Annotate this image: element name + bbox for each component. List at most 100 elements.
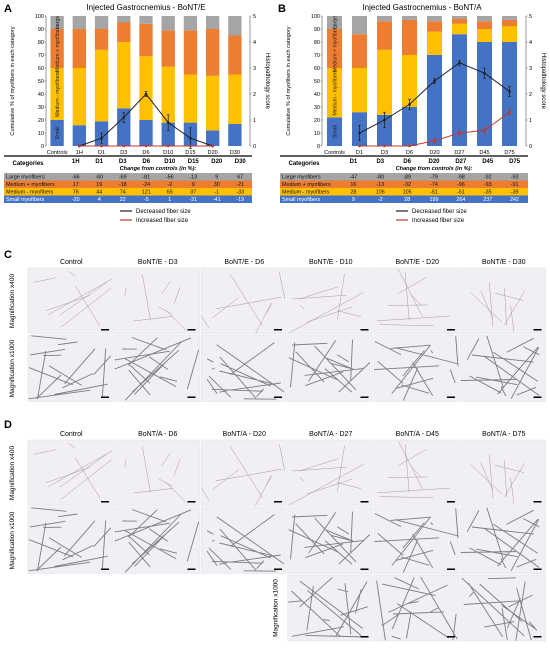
micrograph-column-title: BoNT/E - D20 (395, 259, 439, 266)
table-row-bg (280, 188, 528, 196)
scale-bar (274, 329, 282, 331)
bar-segment (117, 42, 131, 109)
y2-tick-label: 0 (253, 144, 256, 150)
x-tick-label: 1H (76, 150, 83, 156)
y-tick-label: 30 (314, 105, 320, 111)
table-cell: -51 (457, 190, 465, 196)
panel-label-d: D (4, 419, 12, 431)
fiber-outline (377, 268, 451, 327)
fiber-outline (33, 443, 113, 500)
bar-segment (327, 117, 342, 146)
data-point (358, 131, 361, 135)
table-cell: -20 (72, 197, 80, 203)
y-tick-label: 50 (38, 79, 44, 85)
scale-bar (360, 568, 369, 570)
x-tick-label: D30 (230, 150, 240, 156)
table-cell: 9 (352, 197, 355, 203)
micrograph-panel-c: Control BoNT/E - D3 BoNT/E - D6 BoNT/E - D1… (9, 259, 546, 402)
table-row-label: Large myofibers (282, 175, 321, 181)
y2-tick-label: 5 (253, 14, 256, 20)
bar-segment (427, 55, 442, 146)
scale-bar (360, 501, 369, 503)
scale-bar (447, 329, 455, 331)
y-axis-label: Cumulative % of myofibers in each catego… (286, 26, 292, 135)
bar-segment (502, 26, 517, 42)
table-cell: -41 (213, 197, 221, 203)
fiber-outline (376, 576, 458, 641)
scale-bar (447, 636, 455, 638)
table-cell: -19 (236, 197, 244, 203)
table-caption: Change from controls (in %): (120, 166, 197, 172)
table-column-header: D6 (403, 159, 411, 165)
table-column-header: D27 (455, 159, 467, 165)
data-point (358, 144, 361, 148)
bar-segment (94, 29, 109, 50)
x-tick-label: D15 (185, 150, 195, 156)
y2-tick-label: 0 (529, 144, 532, 150)
table-cell: -2 (167, 182, 172, 188)
y-tick-label: 70 (314, 53, 320, 59)
data-point (483, 129, 486, 132)
bar-category-label: Small (55, 127, 61, 140)
micrograph-column-title: Control (60, 431, 83, 438)
bar-segment (402, 16, 417, 20)
y-tick-label: 10 (314, 131, 320, 137)
micrograph-image (460, 335, 546, 402)
x-tick-label: D75 (504, 150, 514, 156)
table-column-header: D75 (509, 159, 521, 165)
bar-category-label: Medium + myofibers (333, 25, 339, 72)
scale-bar (187, 568, 196, 570)
bar-segment (452, 34, 467, 147)
data-point (433, 79, 436, 83)
micrograph-panel-d: Control BoNT/A - D6 BoNT/A - D20 BoNT/A - D… (9, 431, 546, 642)
scale-bar (360, 396, 369, 398)
y-tick-label: 90 (38, 27, 44, 33)
table-cell: -96 (457, 182, 465, 188)
bar-segment (139, 120, 153, 146)
fiber-outline (124, 446, 187, 503)
micrograph-image (287, 439, 373, 507)
micrograph-image (287, 574, 373, 642)
micrograph-image (460, 574, 546, 642)
bar-segment (377, 49, 392, 115)
bar-segment (117, 22, 131, 42)
table-cell: -56 (166, 175, 174, 181)
x-tick-label: D27 (454, 150, 464, 156)
fiber-outline (201, 271, 285, 334)
data-point (408, 144, 411, 148)
micrograph-image (114, 439, 200, 507)
y-axis-label: Cumulative % of myofibers in each catego… (10, 26, 16, 135)
table-cell: 242 (510, 197, 519, 203)
data-point (189, 136, 192, 140)
bar-segment (477, 16, 492, 22)
micrograph-column-title: BoNT/A - D20 (223, 431, 266, 438)
table-cell: 9 (192, 182, 195, 188)
fiber-outline (124, 274, 187, 331)
bar-category-label: Medium + myofibers (55, 25, 61, 72)
table-row-label: Large myofibers (6, 175, 45, 181)
scale-bar (533, 568, 542, 570)
bar-segment (139, 56, 153, 120)
x-tick-label: D3 (120, 150, 127, 156)
fiber-outline (288, 577, 369, 638)
table-column-header: D45 (482, 159, 494, 165)
micrograph-image (114, 335, 200, 402)
scale-bar (101, 568, 109, 570)
table-cell: -47 (350, 175, 358, 181)
data-point (433, 139, 436, 143)
table-cell: 264 (456, 197, 465, 203)
table-row-bg (280, 195, 528, 203)
micrograph-image (460, 507, 546, 574)
micrograph-row-label: Magnification x400 (9, 446, 16, 501)
data-point (458, 61, 461, 65)
fiber-outline (289, 273, 364, 334)
micrograph-column-title: BoNT/E - D10 (309, 259, 353, 266)
bar-segment (183, 16, 198, 31)
data-point (458, 131, 461, 135)
table-column-header: D3 (376, 159, 384, 165)
scale-bar (274, 568, 282, 570)
scale-bar (533, 396, 542, 398)
y-tick-label: 30 (38, 105, 44, 111)
bar-segment (352, 16, 367, 35)
y-tick-label: 90 (314, 27, 320, 33)
